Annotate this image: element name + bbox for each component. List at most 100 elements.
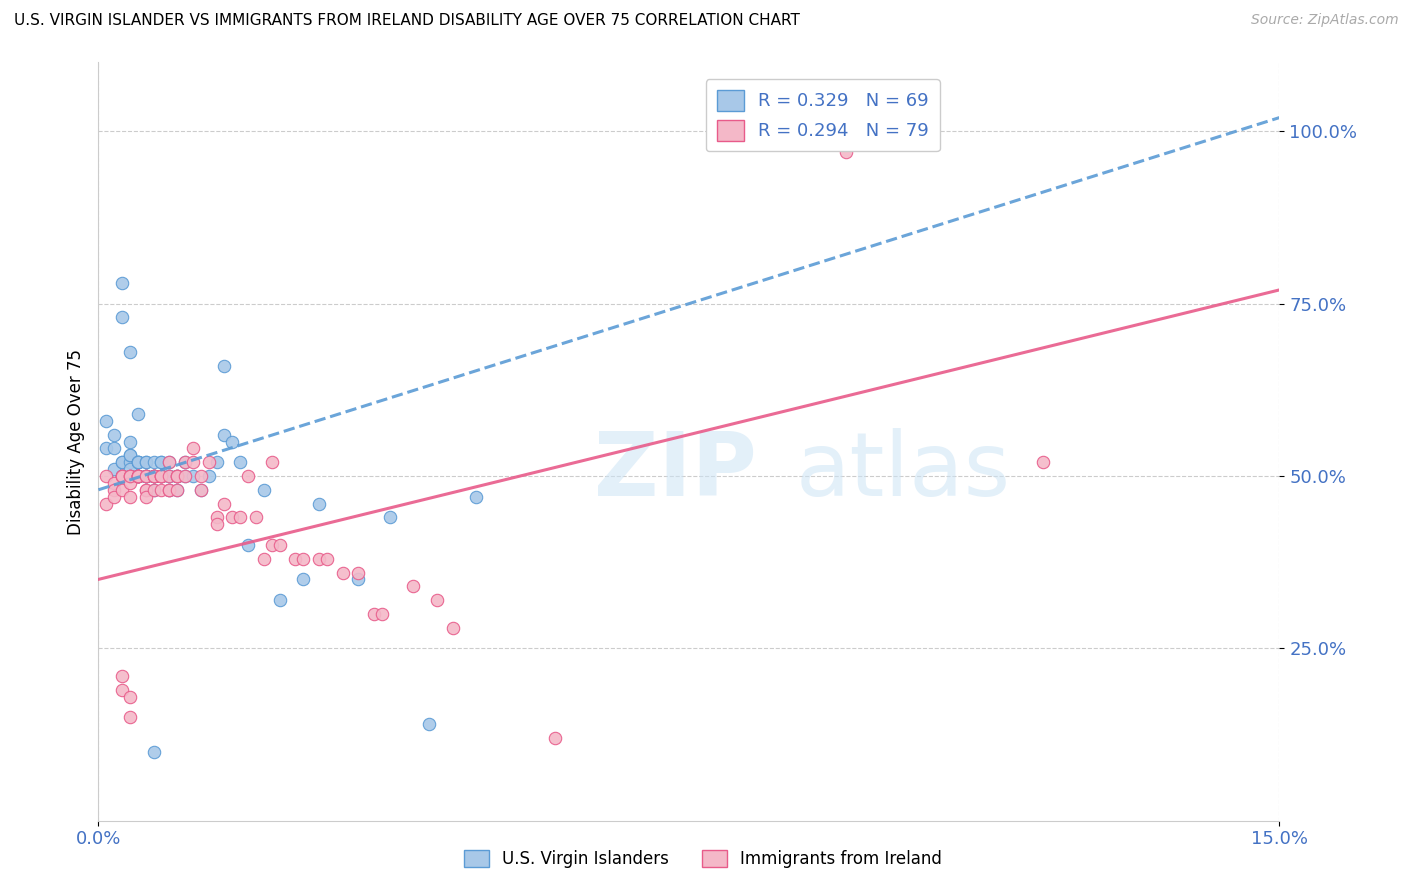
- Point: [135, 469, 157, 483]
- Point: [253, 551, 276, 566]
- Point: [150, 469, 173, 483]
- Point: [111, 276, 134, 290]
- Point: [157, 469, 180, 483]
- Text: U.S. VIRGIN ISLANDER VS IMMIGRANTS FROM IRELAND DISABILITY AGE OVER 75 CORRELATI: U.S. VIRGIN ISLANDER VS IMMIGRANTS FROM …: [14, 13, 800, 29]
- Point: [142, 469, 165, 483]
- Point: [103, 442, 125, 456]
- Point: [111, 483, 134, 497]
- Point: [135, 469, 157, 483]
- Point: [190, 483, 212, 497]
- Point: [135, 469, 157, 483]
- Point: [181, 469, 204, 483]
- Point: [127, 455, 149, 469]
- Point: [118, 469, 141, 483]
- Point: [111, 455, 134, 469]
- Point: [111, 469, 134, 483]
- Point: [118, 469, 141, 483]
- Point: [135, 483, 157, 497]
- Point: [347, 573, 370, 587]
- Point: [166, 469, 188, 483]
- Point: [315, 551, 337, 566]
- Point: [166, 469, 188, 483]
- Point: [174, 455, 197, 469]
- Point: [111, 455, 134, 469]
- Point: [157, 483, 180, 497]
- Point: [135, 455, 157, 469]
- Point: [835, 145, 858, 159]
- Point: [157, 455, 180, 469]
- Point: [142, 469, 165, 483]
- Point: [118, 462, 141, 476]
- Point: [127, 455, 149, 469]
- Point: [1032, 455, 1054, 469]
- Y-axis label: Disability Age Over 75: Disability Age Over 75: [66, 349, 84, 534]
- Point: [118, 475, 141, 490]
- Point: [142, 745, 165, 759]
- Point: [284, 551, 307, 566]
- Point: [166, 469, 188, 483]
- Point: [127, 469, 149, 483]
- Point: [135, 469, 157, 483]
- Point: [181, 455, 204, 469]
- Point: [174, 455, 197, 469]
- Point: [205, 517, 228, 532]
- Point: [135, 490, 157, 504]
- Point: [157, 483, 180, 497]
- Point: [127, 469, 149, 483]
- Point: [181, 442, 204, 456]
- Point: [174, 469, 197, 483]
- Point: [127, 469, 149, 483]
- Point: [118, 455, 141, 469]
- Point: [142, 469, 165, 483]
- Point: [150, 455, 173, 469]
- Point: [150, 469, 173, 483]
- Point: [150, 469, 173, 483]
- Point: [205, 455, 228, 469]
- Point: [269, 538, 291, 552]
- Point: [465, 490, 488, 504]
- Point: [166, 469, 188, 483]
- Point: [103, 490, 125, 504]
- Point: [363, 607, 385, 621]
- Point: [260, 455, 283, 469]
- Point: [118, 448, 141, 462]
- Point: [166, 483, 188, 497]
- Point: [96, 442, 118, 456]
- Point: [127, 469, 149, 483]
- Point: [118, 469, 141, 483]
- Point: [157, 469, 180, 483]
- Point: [111, 469, 134, 483]
- Point: [221, 510, 243, 524]
- Point: [308, 551, 330, 566]
- Point: [214, 427, 236, 442]
- Point: [426, 593, 449, 607]
- Point: [236, 469, 259, 483]
- Point: [111, 669, 134, 683]
- Point: [308, 497, 330, 511]
- Point: [418, 717, 440, 731]
- Point: [142, 483, 165, 497]
- Point: [103, 427, 125, 442]
- Point: [402, 579, 425, 593]
- Point: [118, 469, 141, 483]
- Point: [142, 469, 165, 483]
- Point: [142, 469, 165, 483]
- Text: ZIP: ZIP: [595, 428, 758, 516]
- Point: [292, 573, 315, 587]
- Point: [190, 469, 212, 483]
- Point: [103, 475, 125, 490]
- Point: [96, 497, 118, 511]
- Point: [127, 469, 149, 483]
- Point: [150, 469, 173, 483]
- Point: [135, 483, 157, 497]
- Point: [111, 682, 134, 697]
- Point: [118, 434, 141, 449]
- Point: [127, 469, 149, 483]
- Point: [127, 407, 149, 421]
- Point: [197, 469, 219, 483]
- Point: [135, 469, 157, 483]
- Point: [111, 469, 134, 483]
- Point: [118, 710, 141, 724]
- Point: [190, 483, 212, 497]
- Point: [441, 621, 464, 635]
